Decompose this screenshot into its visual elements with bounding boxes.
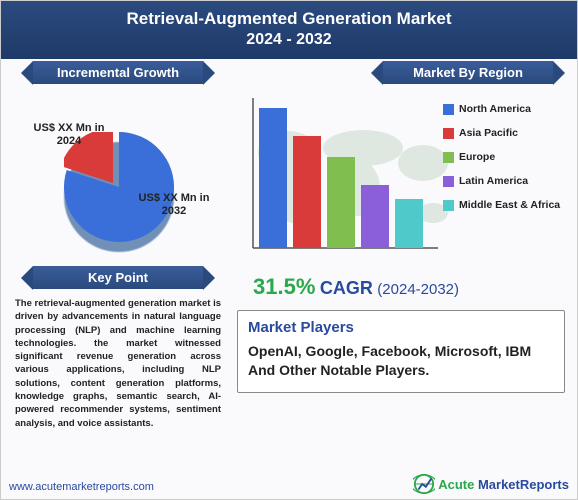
legend-item-mea: Middle East & Africa xyxy=(443,199,560,211)
legend-label: Asia Pacific xyxy=(459,127,518,139)
bar-europe xyxy=(327,157,355,248)
market-players-box: Market Players OpenAI, Google, Facebook,… xyxy=(237,310,565,393)
pie-label-2024: US$ XX Mn in 2024 xyxy=(29,122,109,148)
footer-url: www.acutemarketreports.com xyxy=(9,481,154,493)
key-point-text: The retrieval-augmented generation marke… xyxy=(9,289,227,430)
right-column: Market By Region xyxy=(233,61,571,393)
market-players-text: OpenAI, Google, Facebook, Microsoft, IBM… xyxy=(248,342,554,380)
title-line2: 2024 - 2032 xyxy=(1,31,577,49)
key-point-section: Key Point The retrieval-augmented genera… xyxy=(9,266,227,430)
cagr-line: 31.5% CAGR (2024-2032) xyxy=(253,274,571,300)
bar-north-america xyxy=(259,108,287,248)
bar-asia-pacific xyxy=(293,136,321,248)
region-legend: North America Asia Pacific Europe Latin … xyxy=(443,103,560,223)
left-column: Incremental Growth US$ XX Mn in 2024 US$… xyxy=(9,61,227,430)
legend-label: Middle East & Africa xyxy=(459,199,560,211)
legend-label: Europe xyxy=(459,151,495,163)
legend-swatch xyxy=(443,152,454,163)
legend-label: North America xyxy=(459,103,531,115)
pie-chart-wrap: US$ XX Mn in 2024 US$ XX Mn in 2032 xyxy=(9,92,227,262)
legend-swatch xyxy=(443,176,454,187)
legend-swatch xyxy=(443,200,454,211)
legend-swatch xyxy=(443,104,454,115)
logo-word-reports: Reports xyxy=(520,477,569,492)
region-ribbon-wrap: Market By Region xyxy=(383,61,553,84)
infographic-page: Retrieval-Augmented Generation Market 20… xyxy=(0,0,578,500)
incremental-growth-ribbon: Incremental Growth xyxy=(33,61,203,84)
header-banner: Retrieval-Augmented Generation Market 20… xyxy=(1,1,577,59)
cagr-label: CAGR xyxy=(320,278,373,298)
cagr-percent: 31.5% xyxy=(253,274,315,299)
legend-item-la: Latin America xyxy=(443,175,560,187)
brand-logo: Acute Market Reports xyxy=(413,473,569,495)
legend-item-eu: Europe xyxy=(443,151,560,163)
bar-latin-america xyxy=(361,185,389,248)
incremental-growth-section: Incremental Growth US$ XX Mn in 2024 US$… xyxy=(9,61,227,262)
title-line1: Retrieval-Augmented Generation Market xyxy=(1,9,577,29)
pie-chart xyxy=(64,132,174,242)
market-players-title: Market Players xyxy=(248,319,554,336)
logo-word-market: Market xyxy=(478,477,520,492)
bars-svg xyxy=(233,88,443,263)
logo-word-acute: Acute xyxy=(438,477,474,492)
legend-item-na: North America xyxy=(443,103,560,115)
key-point-ribbon: Key Point xyxy=(33,266,203,289)
market-by-region-ribbon: Market By Region xyxy=(383,61,553,84)
region-bar-chart: North America Asia Pacific Europe Latin … xyxy=(233,88,571,268)
legend-item-ap: Asia Pacific xyxy=(443,127,560,139)
cagr-years: (2024-2032) xyxy=(377,281,459,298)
pie-label-2032: US$ XX Mn in 2032 xyxy=(129,192,219,218)
bar-middle-east-africa xyxy=(395,199,423,248)
pie-svg xyxy=(64,132,174,242)
logo-globe-icon xyxy=(413,473,435,495)
legend-label: Latin America xyxy=(459,175,528,187)
legend-swatch xyxy=(443,128,454,139)
